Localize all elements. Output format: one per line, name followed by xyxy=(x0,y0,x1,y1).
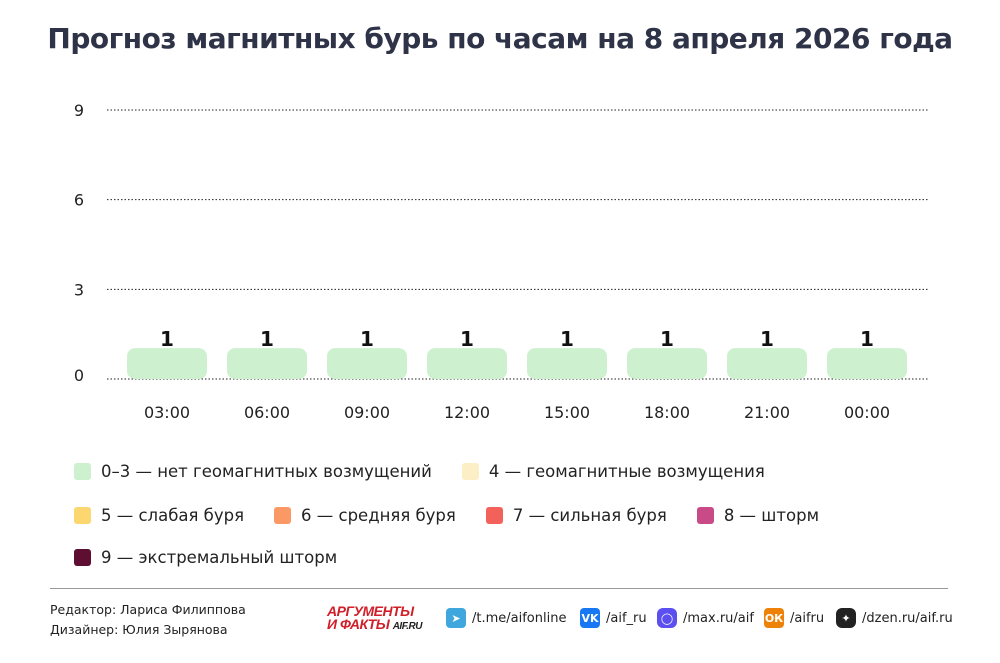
social-label: /t.me/aifonline xyxy=(472,610,567,626)
data-label: 1 xyxy=(360,327,374,351)
legend-label: 7 — сильная буря xyxy=(512,506,667,525)
x-tick-label: 18:00 xyxy=(644,403,690,422)
social-odnoklassniki[interactable]: ОК/aifru xyxy=(764,608,824,628)
bar xyxy=(827,348,907,379)
aif-logo[interactable]: АРГУМЕНТЫ И ФАКТЫ AIF.RU xyxy=(327,603,423,633)
data-label: 1 xyxy=(760,327,774,351)
y-tick-label: 3 xyxy=(74,280,84,299)
logo-site: AIF.RU xyxy=(392,621,423,632)
legend-swatch xyxy=(74,549,91,566)
legend-item: 6 — средняя буря xyxy=(274,506,456,525)
x-tick-label: 03:00 xyxy=(144,403,190,422)
social-label: /dzen.ru/aif.ru xyxy=(862,610,953,626)
y-tick-label: 9 xyxy=(74,101,84,120)
social-label: /max.ru/aif xyxy=(683,610,754,626)
max-icon: ◯ xyxy=(657,608,677,628)
legend-swatch xyxy=(485,507,503,524)
bar xyxy=(327,348,407,379)
x-tick-label: 12:00 xyxy=(444,403,490,422)
x-tick-label: 06:00 xyxy=(244,403,290,422)
logo-line-1: АРГУМЕНТЫ xyxy=(327,603,414,619)
legend-item: 5 — слабая буря xyxy=(74,506,244,525)
editor-credit: Редактор: Лариса Филиппова xyxy=(50,602,246,617)
footer-divider xyxy=(50,588,948,589)
legend-label: 9 — экстремальный шторм xyxy=(101,548,338,567)
social-label: /aifru xyxy=(790,610,825,626)
data-label: 1 xyxy=(460,327,474,351)
legend-label: 5 — слабая буря xyxy=(101,506,245,525)
telegram-icon: ➤ xyxy=(446,608,466,628)
x-tick-label: 21:00 xyxy=(744,403,790,422)
data-label: 1 xyxy=(560,327,574,351)
legend-label: 0–3 — нет геомагнитных возмущений xyxy=(101,462,432,481)
y-tick-label: 0 xyxy=(74,366,84,385)
social-telegram[interactable]: ➤ /t.me/aifonline xyxy=(446,608,566,628)
legend-swatch xyxy=(696,507,714,524)
legend-item: 9 — экстремальный шторм xyxy=(74,548,337,567)
bar-chart: 0 3 6 9 1 03:00 1 06:00 1 09:00 1 12:00 1 15:00 1 18:00… xyxy=(74,101,928,422)
social-dzen[interactable]: ✦ /dzen.ru/aif.ru xyxy=(836,608,953,628)
legend-label: 4 — геомагнитные возмущения xyxy=(488,462,765,481)
bar xyxy=(627,348,707,379)
legend-row-2: 5 — слабая буря 6 — средняя буря 7 — сил… xyxy=(74,506,849,525)
legend-item: 0–3 — нет геомагнитных возмущений xyxy=(74,462,432,481)
chart-title: Прогноз магнитных бурь по часам на 8 апр… xyxy=(47,22,953,55)
data-label: 1 xyxy=(260,327,274,351)
legend-row-1: 0–3 — нет геомагнитных возмущений 4 — ге… xyxy=(74,462,795,481)
legend-swatch xyxy=(461,463,479,480)
data-label: 1 xyxy=(660,327,674,351)
legend-swatch xyxy=(274,507,292,524)
legend-item: 8 — шторм xyxy=(696,506,820,525)
data-label: 1 xyxy=(860,327,874,351)
x-tick-label: 15:00 xyxy=(544,403,590,422)
bar xyxy=(127,348,207,379)
designer-credit: Дизайнер: Юлия Зырянова xyxy=(50,622,228,637)
data-label: 1 xyxy=(160,327,174,351)
legend-swatch xyxy=(74,507,91,524)
legend-item: 7 — сильная буря xyxy=(485,506,667,525)
x-tick-label: 09:00 xyxy=(344,403,390,422)
logo-line-2: И ФАКТЫ xyxy=(327,616,390,632)
social-vk[interactable]: VK/aif_ru xyxy=(580,608,647,628)
legend-item: 4 — геомагнитные возмущения xyxy=(461,462,765,481)
legend-label: 6 — средняя буря xyxy=(301,506,456,525)
bar xyxy=(527,348,607,379)
legend-swatch xyxy=(74,463,91,480)
x-tick-label: 00:00 xyxy=(844,403,890,422)
credits: Редактор: Лариса Филиппова Дизайнер: Юли… xyxy=(50,600,246,640)
legend-label: 8 — шторм xyxy=(723,506,820,525)
odnoklassniki-icon: ОК xyxy=(764,608,784,628)
legend-row-3: 9 — экстремальный шторм xyxy=(74,548,367,567)
y-tick-label: 6 xyxy=(74,191,84,210)
social-label: /aif_ru xyxy=(606,610,647,626)
bar xyxy=(227,348,307,379)
dzen-icon: ✦ xyxy=(836,608,856,628)
bar xyxy=(427,348,507,379)
social-max[interactable]: ◯ /max.ru/aif xyxy=(657,608,754,628)
vk-icon: VK xyxy=(580,608,600,628)
bar xyxy=(727,348,807,379)
